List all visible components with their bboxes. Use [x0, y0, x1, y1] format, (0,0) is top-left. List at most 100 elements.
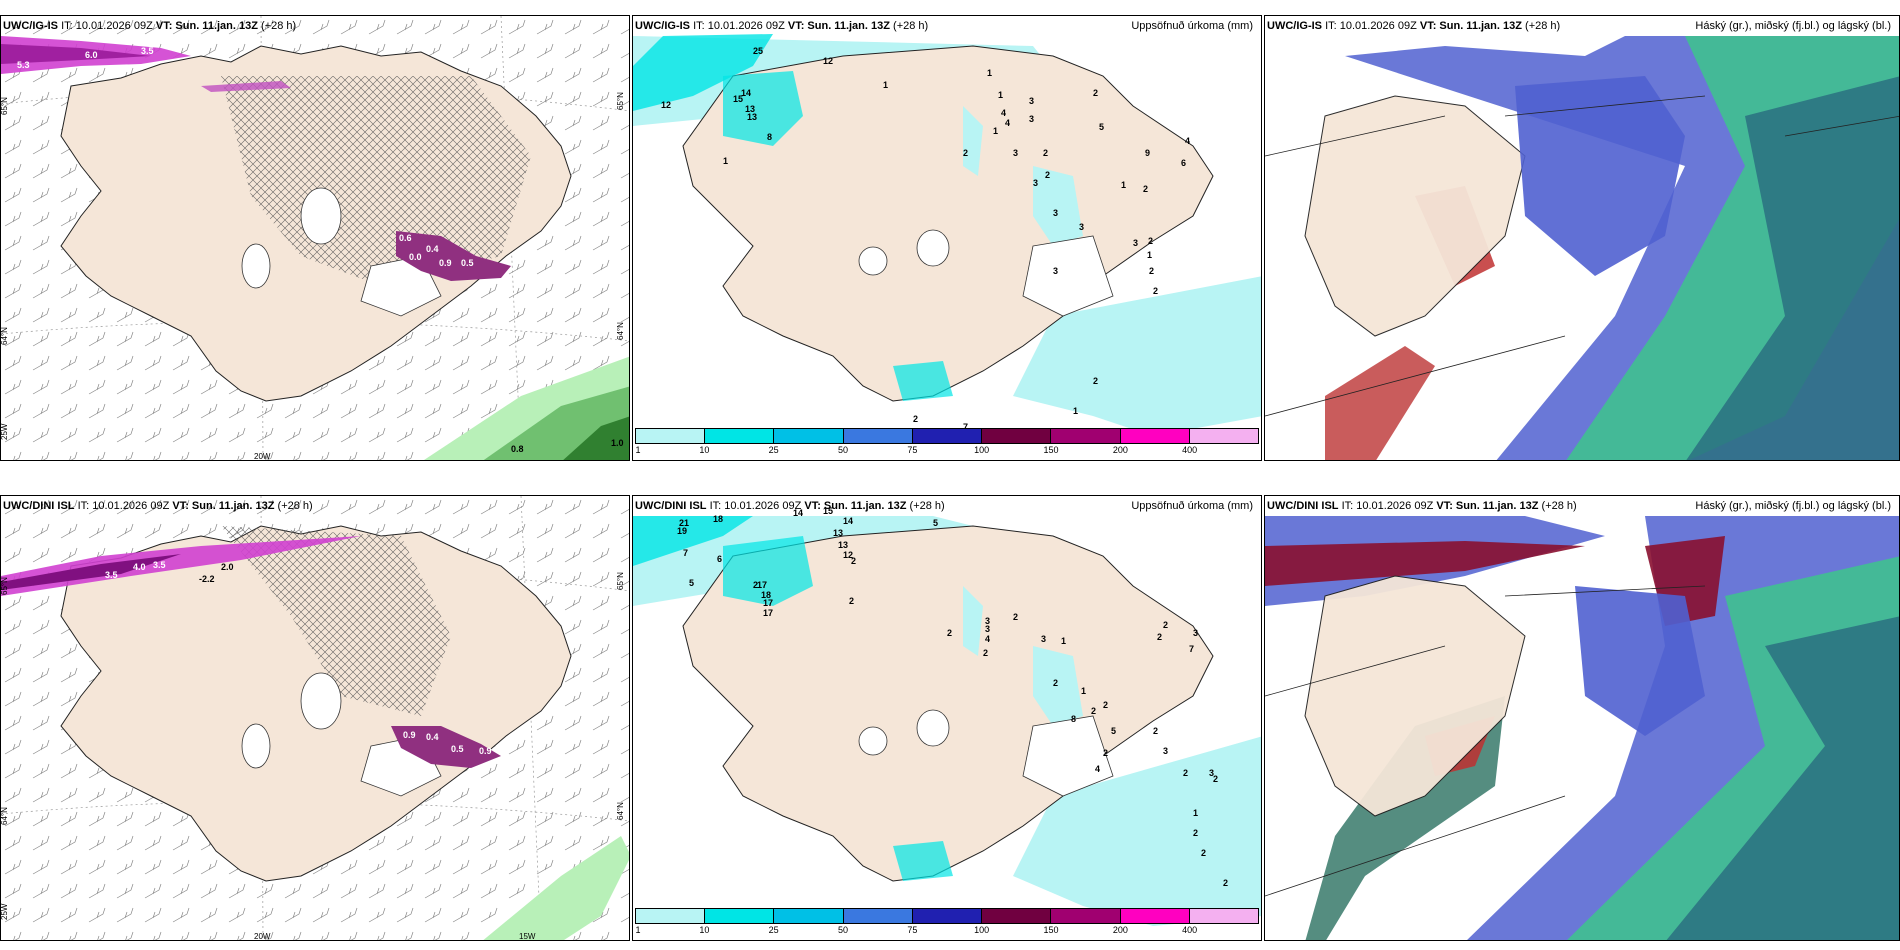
precip-amount-label: 5: [689, 578, 694, 588]
cloud-title: Háský (gr.), miðský (fj.bl.) og lágský (…: [1695, 20, 1891, 32]
colorbar-tick: 25: [768, 925, 779, 935]
cloud-map: [1265, 16, 1899, 460]
colorbar-segment: [843, 429, 913, 443]
svg-text:25W: 25W: [1, 423, 9, 440]
precip-amount-label: 6: [1181, 158, 1186, 168]
precip-amount-label: 2: [1103, 748, 1108, 758]
panel-header: UWC/DINI ISL IT: 10.01.2026 09Z VT: Sun.…: [3, 500, 313, 512]
colorbar-tick: 150: [1043, 445, 1059, 455]
precip-amount-label: 4: [1095, 764, 1100, 774]
precip-amount-label: 15: [823, 506, 833, 516]
precip-amount-label: 2: [1103, 700, 1108, 710]
svg-text:0.5: 0.5: [461, 258, 474, 268]
precip-amount-label: 5: [1111, 726, 1116, 736]
colorbar-tick: 50: [837, 925, 849, 935]
svg-text:0.9: 0.9: [479, 746, 492, 756]
precip-amount-label: 1: [987, 68, 992, 78]
svg-text:1.0: 1.0: [611, 438, 624, 448]
panel-header: UWC/IG-IS IT: 10.01.2026 09Z VT: Sun. 11…: [635, 20, 929, 32]
precip-amount-label: 14: [843, 516, 853, 526]
svg-text:64°N: 64°N: [616, 322, 625, 340]
svg-text:3.5: 3.5: [141, 46, 154, 56]
precip-amount-label: 2: [1223, 878, 1228, 888]
map-panel-wind-ig: UWC/IG-IS IT: 10.01.2026 09Z VT: Sun. 11…: [0, 15, 630, 461]
precip-amount-label: 3: [985, 616, 990, 626]
colorbar-tick: 10: [699, 925, 710, 935]
precip-amount-label: 2: [1193, 828, 1198, 838]
colorbar-segment: [705, 429, 775, 443]
precip-amount-label: 2: [913, 414, 918, 424]
colorbar-tick: 200: [1112, 925, 1128, 935]
precip-amount-label: 2: [753, 580, 758, 590]
colorbar-tick: 1: [635, 925, 641, 935]
precip-amount-label: 2: [1093, 376, 1098, 386]
precip-amount-label: 1: [1147, 250, 1152, 260]
precip-amount-label: 4: [985, 634, 990, 644]
colorbar-segment: [636, 429, 706, 443]
map-panel-cloud-ig: UWC/IG-IS IT: 10.01.2026 09Z VT: Sun. 11…: [1264, 15, 1900, 461]
colorbar-segment: [774, 909, 844, 923]
precip-amount-label: 21: [679, 518, 689, 528]
precip-amount-label: 9: [1145, 148, 1150, 158]
svg-text:65°N: 65°N: [616, 572, 625, 590]
precip-amount-label: 2: [1045, 170, 1050, 180]
svg-text:0.6: 0.6: [399, 233, 412, 243]
precip-amount-label: 1: [883, 80, 888, 90]
svg-text:3.5: 3.5: [153, 560, 166, 570]
colorbar-tick: 75: [907, 445, 918, 455]
svg-text:25W: 25W: [1, 903, 9, 920]
colorbar-segment: [1051, 429, 1121, 443]
precip-amount-label: 2: [947, 628, 952, 638]
precip-amount-label: 3: [1163, 746, 1168, 756]
colorbar-tick: 400: [1182, 925, 1198, 935]
panel-header: UWC/DINI ISL IT: 10.01.2026 09Z VT: Sun.…: [635, 500, 945, 512]
colorbar-segment: [636, 909, 706, 923]
precip-amount-label: 1: [1061, 636, 1066, 646]
precip-colorbar: 1 10 25 50 75 100 150 200 400: [635, 428, 1259, 455]
colorbar-segment: [774, 429, 844, 443]
colorbar-segment: [912, 429, 983, 443]
svg-text:0.8: 0.8: [511, 444, 524, 454]
precip-amount-label: 3: [985, 624, 990, 634]
precip-amount-label: 2: [1148, 236, 1153, 246]
svg-text:0.4: 0.4: [426, 732, 439, 742]
precip-amount-label: 18: [761, 590, 771, 600]
precip-amount-label: 2: [1153, 726, 1158, 736]
svg-text:65°N: 65°N: [1, 577, 9, 595]
precip-amount-label: 1: [1121, 180, 1126, 190]
svg-text:0.9: 0.9: [403, 730, 416, 740]
precip-amount-label: 17: [763, 608, 773, 618]
precip-amount-label: 13: [747, 112, 757, 122]
precip-amount-label: 13: [838, 540, 848, 550]
precip-amount-label: 3: [1029, 114, 1034, 124]
svg-text:64°N: 64°N: [616, 802, 625, 820]
colorbar-tick: 200: [1112, 445, 1128, 455]
panel-header: UWC/IG-IS IT: 10.01.2026 09Z VT: Sun. 11…: [3, 20, 297, 32]
precip-amount-label: 18: [713, 514, 723, 524]
precip-amount-label: 2: [1093, 88, 1098, 98]
colorbar-tick: 75: [907, 925, 918, 935]
colorbar-segment: [1120, 429, 1190, 443]
svg-text:65°N: 65°N: [616, 92, 625, 110]
precip-amount-label: 2: [1153, 286, 1158, 296]
precip-amount-label: 2: [983, 648, 988, 658]
svg-text:64°N: 64°N: [1, 327, 9, 345]
colorbar-segment: [982, 909, 1052, 923]
precip-amount-label: 2: [1091, 706, 1096, 716]
svg-text:64°N: 64°N: [1, 807, 9, 825]
precip-amount-label: 17: [763, 598, 773, 608]
panel-header: UWC/DINI ISL IT: 10.01.2026 09Z VT: Sun.…: [1267, 500, 1577, 512]
precip-amount-label: 4: [1185, 136, 1190, 146]
precip-amount-label: 3: [1041, 634, 1046, 644]
colorbar-segment: [912, 909, 983, 923]
precip-amount-label: 17: [757, 580, 767, 590]
svg-text:3.5: 3.5: [105, 570, 118, 580]
precip-amount-label: 6: [717, 554, 722, 564]
colorbar-segment: [1120, 909, 1190, 923]
precip-amount-label: 3: [1053, 266, 1058, 276]
precip-amount-label: 3: [1079, 222, 1084, 232]
svg-text:5.3: 5.3: [17, 60, 30, 70]
cloud-map: [1265, 496, 1899, 940]
precip-amount-label: 7: [963, 422, 968, 432]
